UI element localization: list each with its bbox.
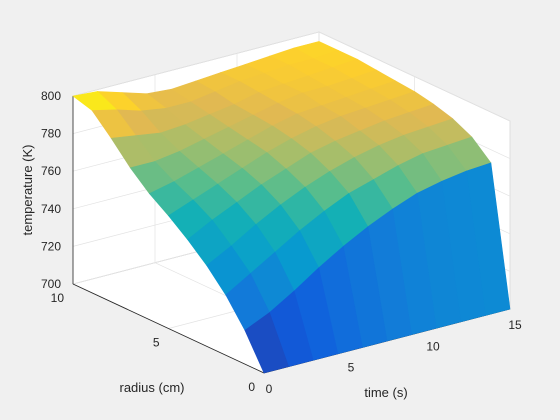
z-tick-label: 760: [41, 164, 61, 178]
z-axis-label: temperature (K): [20, 144, 35, 235]
surface-patch: [244, 312, 289, 374]
y-axis-line: [72, 283, 265, 374]
grid-line-z-side: [318, 31, 511, 122]
x-tick-label: 0: [266, 382, 273, 396]
x-tick-label: 15: [508, 318, 522, 332]
x-axis-label: time (s): [364, 385, 407, 400]
z-tick-label: 700: [41, 277, 61, 291]
y-tick-label: 10: [51, 291, 65, 305]
label-layer: time (s) radius (cm) temperature (K): [20, 144, 408, 400]
z-tick-label: 720: [41, 239, 61, 253]
y-axis-label: radius (cm): [119, 380, 184, 395]
z-tick-label: 780: [41, 127, 61, 141]
z-tick-label: 800: [41, 89, 61, 103]
x-tick-label: 5: [348, 361, 355, 375]
x-tick-label: 10: [426, 339, 440, 353]
grid-line-z-back: [72, 31, 320, 97]
y-tick-label: 5: [153, 336, 160, 350]
z-tick-label: 740: [41, 202, 61, 216]
y-tick-label: 0: [248, 380, 255, 394]
surface-layer: [72, 41, 511, 374]
